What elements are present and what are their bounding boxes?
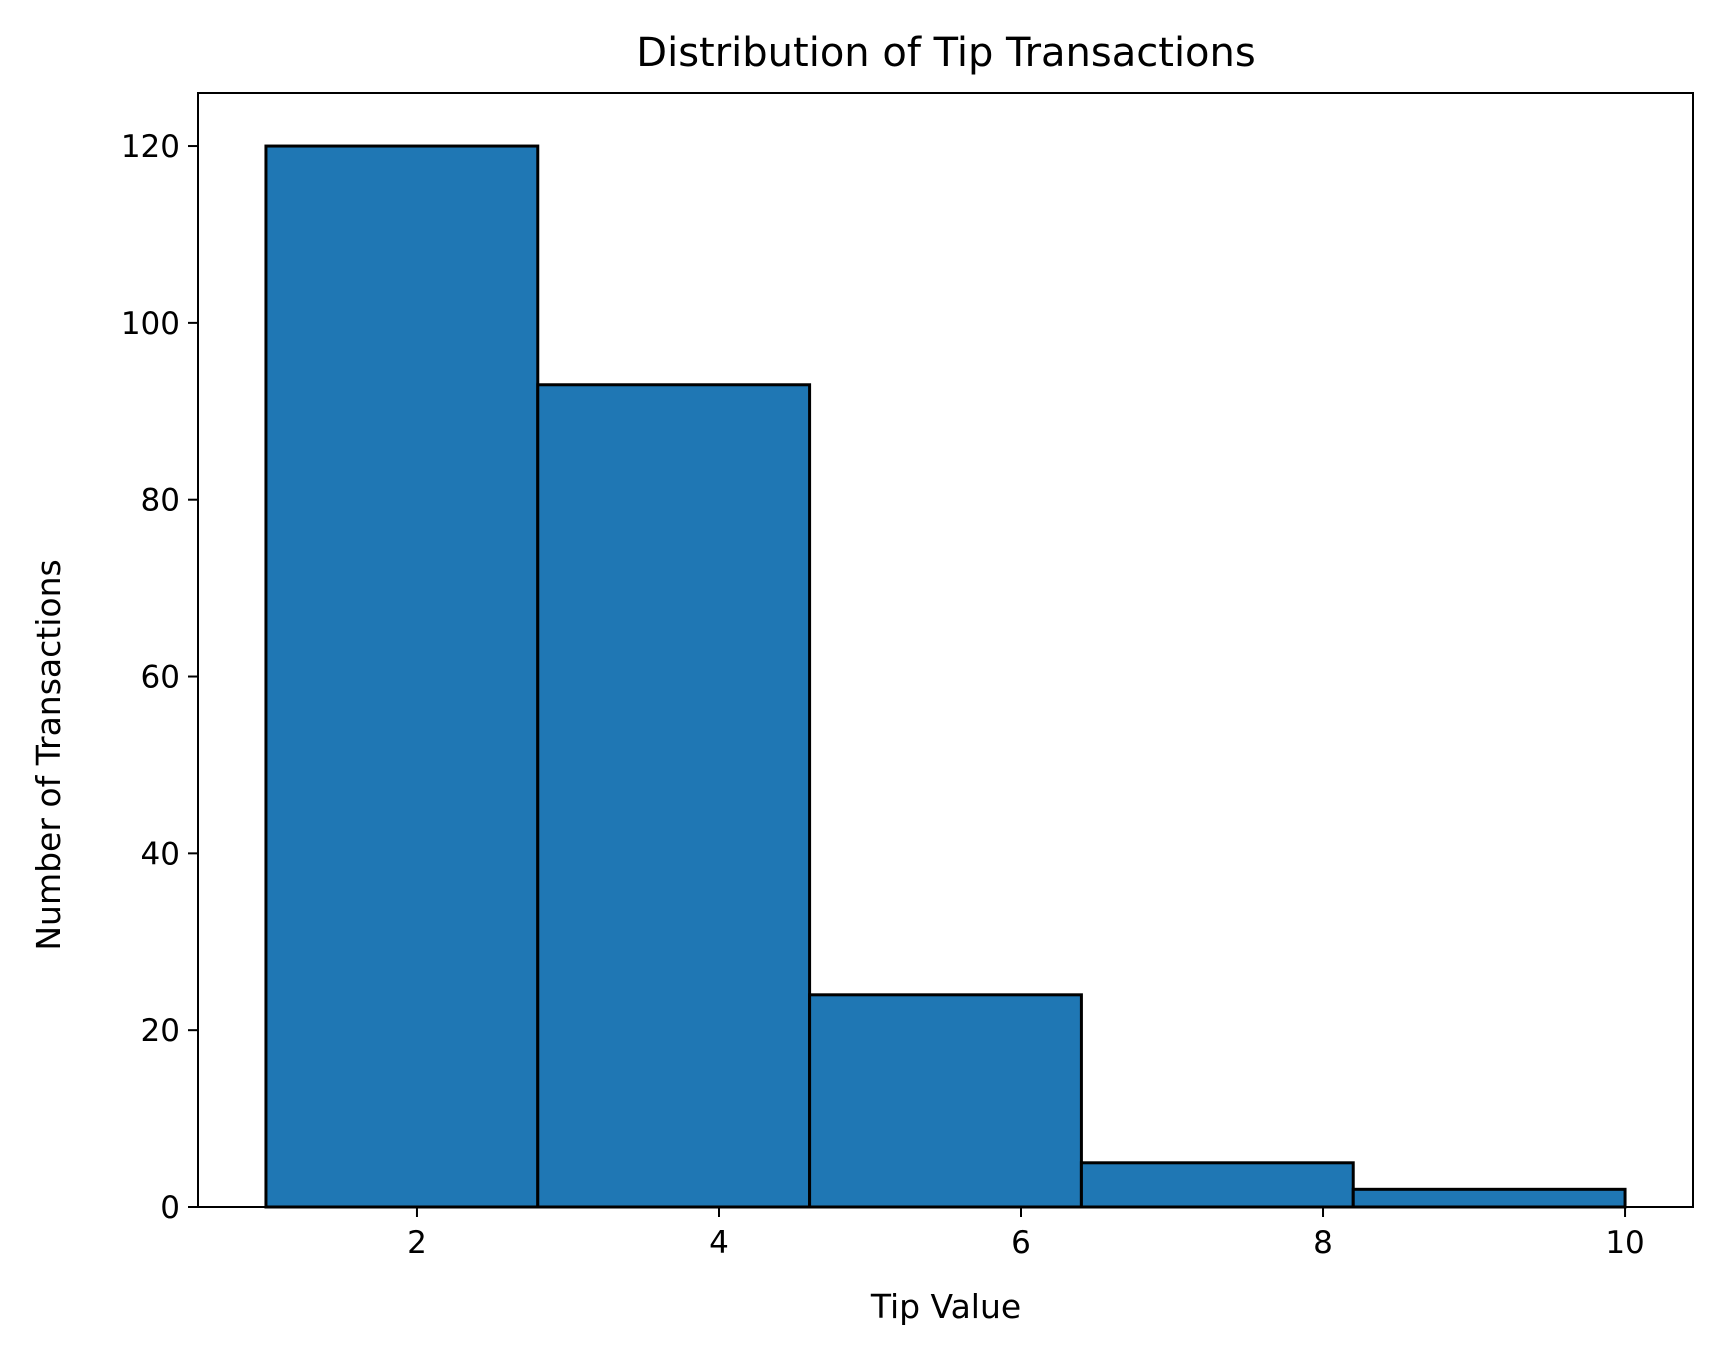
x-tick-label: 4 — [709, 1225, 729, 1261]
x-tick-label: 8 — [1313, 1225, 1333, 1261]
y-tick-label: 60 — [141, 660, 180, 696]
x-tick-label: 2 — [407, 1225, 427, 1261]
y-tick-label: 80 — [141, 483, 180, 519]
chart-title: Distribution of Tip Transactions — [636, 30, 1255, 76]
y-axis-label: Number of Transactions — [29, 559, 68, 950]
histogram-bar — [536, 383, 812, 1209]
y-tick-label: 120 — [121, 129, 180, 165]
histogram-bar — [1079, 1161, 1355, 1209]
x-tick-label: 6 — [1011, 1225, 1031, 1261]
histogram-bar — [264, 144, 540, 1209]
x-tick-label: 10 — [1605, 1225, 1644, 1261]
x-axis-label: Tip Value — [870, 1287, 1021, 1326]
x-axis-ticks: 2 4 6 8 10 — [407, 1207, 1645, 1261]
y-tick-label: 40 — [141, 836, 180, 872]
histogram-bar — [808, 993, 1083, 1209]
y-axis-ticks: 0 20 40 60 80 100 120 — [121, 129, 198, 1226]
plot-frame — [197, 92, 1694, 1208]
y-tick-label: 0 — [160, 1190, 180, 1226]
histogram-bar — [1351, 1187, 1627, 1209]
bars-group — [264, 144, 1627, 1209]
y-tick-label: 100 — [121, 306, 180, 342]
y-tick-label: 20 — [141, 1013, 180, 1049]
